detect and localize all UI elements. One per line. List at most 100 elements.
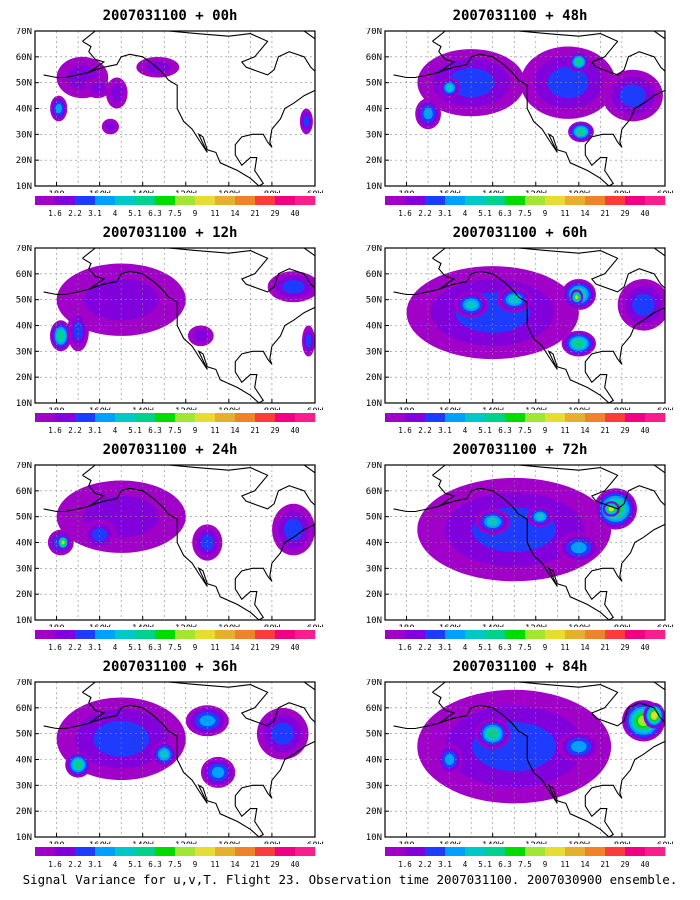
colorbar-label: 4 [113,209,118,218]
colorbar-swatch [235,196,256,205]
colorbar-label: 5.1 [128,860,142,869]
coastline [393,505,439,513]
lon-tick-label: 60W [307,624,324,627]
lat-tick-label: 30N [16,781,32,791]
lon-tick-label: 80W [264,841,281,844]
lat-tick-label: 10N [366,833,382,843]
variance-contour [619,84,646,107]
lon-tick-label: 180 [398,190,414,193]
variance-contour [547,67,589,99]
colorbar-swatch [75,847,96,856]
colorbar-label: 11 [560,643,569,652]
colorbar-swatch [215,630,236,639]
colorbar-label: 1.6 [398,643,412,652]
colorbar-label: 40 [290,209,300,218]
map-plot: 70N 60N 50N 40N 30N 20N 10N 180 160W 140W 120W 100W… [366,679,674,844]
colorbar-swatch [465,196,486,205]
lon-tick-label: 160W [89,624,111,627]
colorbar-label: 11 [210,209,219,218]
colorbar-label: 7.5 [518,209,532,218]
colorbar-label: 40 [640,209,650,218]
colorbar-label: 5.1 [128,643,142,652]
colorbar-swatch [55,196,76,205]
coastline [43,71,89,79]
colorbar-swatch [255,630,276,639]
colorbar-label: 40 [640,643,650,652]
coastline [393,71,439,79]
variance-contour [571,741,587,753]
colorbar-swatch [175,413,196,422]
lon-tick-label: 160W [89,407,111,410]
lon-tick-label: 120W [525,407,547,410]
lon-tick-label: 100W [218,841,240,844]
colorbar-swatch [115,847,136,856]
colorbar-swatch [55,847,76,856]
variance-contour [303,115,310,127]
colorbar-label: 9 [193,643,198,652]
colorbar-label: 14 [230,860,240,869]
colorbar-swatch [545,630,566,639]
lat-tick-label: 40N [366,322,382,332]
lon-tick-label: 180 [48,624,64,627]
variance-contour [632,293,655,316]
colorbar-label: 1.6 [398,860,412,869]
colorbar-label: 6.3 [148,643,162,652]
coastline [432,248,665,403]
lon-tick-label: 100W [568,841,590,844]
colorbar-label: 6.3 [148,209,162,218]
colorbar-label: 7.5 [518,426,532,435]
lat-tick-label: 20N [366,156,382,166]
lat-tick-label: 30N [16,347,32,357]
lat-tick-label: 40N [366,105,382,115]
lat-tick-label: 50N [16,513,32,523]
colorbar-swatch [75,630,96,639]
colorbar-swatch [645,847,666,856]
map-plot: 70N 60N 50N 40N 30N 20N 10N 180 160W 140W 120W 100W… [16,679,324,844]
colorbar-swatch [385,196,406,205]
colorbar-label: 5.1 [478,426,492,435]
colorbar-swatch [95,196,116,205]
lon-tick-label: 100W [568,624,590,627]
lon-tick-label: 180 [398,841,414,844]
coastline [43,288,89,296]
colorbar-swatch [195,413,216,422]
colorbar: 1.6 2.2 3.1 4 5.1 6.3 7.5 9 11 14 21 29 40 [35,630,316,652]
map-panel-12h: 2007031100 + 12h 70N 60N 50N 40N 30N 20N 10N 18… [0,225,340,440]
lat-tick-label: 20N [366,373,382,383]
colorbar-label: 40 [640,426,650,435]
lon-tick-label: 80W [264,407,281,410]
colorbar-label: 3.1 [438,209,452,218]
coastline [43,505,89,513]
lat-tick-label: 20N [16,156,32,166]
colorbar-label: 6.3 [498,643,512,652]
lon-tick-label: 80W [614,190,631,193]
colorbar-swatch [605,630,626,639]
lat-tick-label: 50N [16,79,32,89]
coastline [393,288,439,296]
colorbar-swatch [445,413,466,422]
map-plot: 70N 60N 50N 40N 30N 20N 10N 180 160W 140W 120W 100W… [366,462,674,627]
colorbar-label: 11 [560,426,569,435]
colorbar-label: 9 [543,426,548,435]
colorbar-label: 7.5 [168,209,182,218]
colorbar-swatch [465,847,486,856]
colorbar-label: 11 [210,860,219,869]
colorbar-label: 21 [250,860,259,869]
colorbar-label: 9 [193,860,198,869]
coastline [432,31,665,186]
map-panel-60h: 2007031100 + 60h 70N 60N 50N 40N 30N 20N 10N 18… [350,225,690,440]
lat-tick-label: 10N [16,833,32,843]
colorbar-swatch [605,196,626,205]
lat-tick-label: 20N [366,590,382,600]
colorbar-swatch [565,196,586,205]
colorbar: 1.6 2.2 3.1 4 5.1 6.3 7.5 9 11 14 21 29 40 [35,847,316,869]
lat-tick-label: 10N [366,399,382,409]
lon-tick-label: 80W [264,624,281,627]
colorbar-swatch [235,847,256,856]
panel-title: 2007031100 + 00h [102,8,238,24]
colorbar-swatch [135,847,156,856]
colorbar-label: 2.2 [418,426,432,435]
colorbar-swatch [155,847,176,856]
variance-contour [90,81,105,94]
lon-tick-label: 180 [48,190,64,193]
